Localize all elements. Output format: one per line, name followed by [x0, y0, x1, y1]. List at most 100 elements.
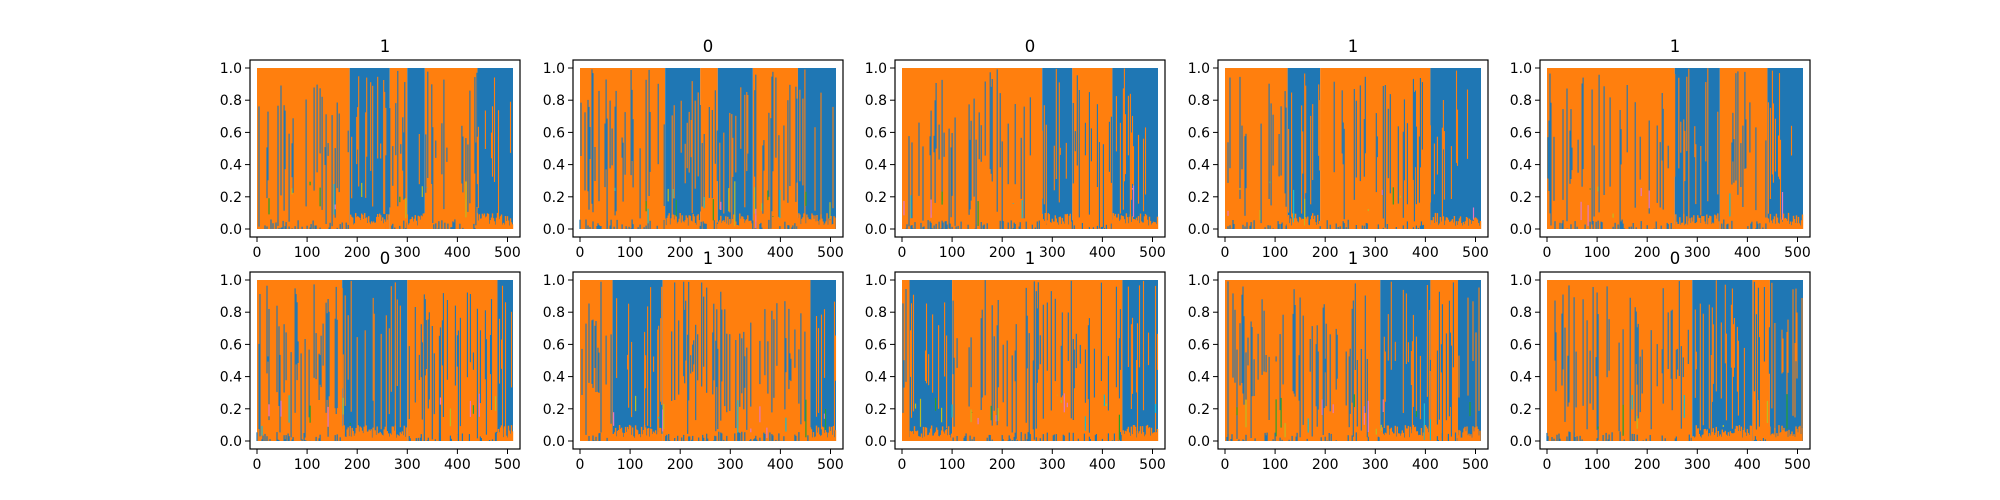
x-tick-label: 400 [1412, 245, 1439, 261]
subplot-title: 0 [1670, 249, 1681, 268]
region-orange-1 [1225, 68, 1288, 229]
x-tick-label: 0 [253, 457, 262, 473]
y-tick-label: 0.6 [1188, 125, 1210, 141]
y-tick-label: 0.8 [865, 93, 887, 109]
subplot-title: 1 [1025, 249, 1036, 268]
region-blue-4 [1112, 68, 1158, 229]
y-tick-label: 0.6 [220, 337, 242, 353]
y-tick-label: 0.0 [865, 434, 887, 450]
subplot-9: 0.00.20.40.60.81.00 100 200 300 400 5001 [1188, 249, 1489, 473]
y-tick-label: 0.2 [1510, 190, 1532, 206]
x-tick-label: 0 [576, 457, 585, 473]
x-tick-label: 0 [898, 245, 907, 261]
subplot-5: 0.00.20.40.60.81.00 100 200 300 400 5001 [1510, 37, 1811, 261]
subplot-1: 0.0 0.2 0.4 0.6 0.8 1.0 0 100 200 300 400 500 1 [220, 37, 521, 261]
x-tick-label: 500 [1784, 457, 1811, 473]
y-tick-label: 1.0 [543, 273, 565, 289]
y-tick-label: 1.0 [1188, 61, 1210, 77]
region-blue-4 [1430, 68, 1481, 229]
y-tick-label: 0.8 [1510, 93, 1532, 109]
x-tick-label: 400 [444, 245, 471, 261]
x-tick-label: 100 [294, 245, 321, 261]
plot-area [902, 280, 1158, 441]
subplot-title: 1 [1348, 37, 1359, 56]
x-tick-label: 0 [253, 245, 262, 261]
x-tick-label: 0 [898, 457, 907, 473]
subplot-title: 1 [380, 37, 391, 56]
x-tick-label: 300 [1362, 457, 1389, 473]
y-tick-label: 0.6 [1510, 125, 1532, 141]
y-tick-label: 0.6 [1510, 337, 1532, 353]
x-tick-label: 300 [1039, 245, 1066, 261]
x-tick-label: 0 [1543, 457, 1552, 473]
y-tick-label: 0.8 [543, 305, 565, 321]
region-blue-6 [477, 68, 513, 229]
plot-area [1225, 68, 1481, 229]
y-tick-label: 0.8 [220, 305, 242, 321]
subplot-title: 0 [703, 37, 714, 56]
y-tick-label: 1.0 [220, 61, 242, 77]
x-tick-label: 100 [617, 457, 644, 473]
x-tick-label: 200 [344, 457, 371, 473]
subplot-7: 0.00.20.40.60.81.00 100 200 300 400 5001 [543, 249, 844, 473]
x-tick-label: 500 [817, 457, 844, 473]
plot-area [580, 68, 836, 229]
y-tick-label: 0.6 [543, 125, 565, 141]
y-tick-label: 1.0 [865, 273, 887, 289]
subplot-title: 0 [1025, 37, 1036, 56]
region-blue-2 [1288, 68, 1321, 229]
region-blue-2 [1675, 68, 1720, 229]
y-tick-label: 0.0 [1510, 222, 1532, 238]
x-tick-label: 400 [1089, 457, 1116, 473]
y-tick-label: 0.8 [543, 93, 565, 109]
plot-area [257, 280, 513, 441]
x-tick-label: 400 [767, 457, 794, 473]
x-tick-label: 300 [394, 457, 421, 473]
x-tick-label: 500 [1462, 245, 1489, 261]
region-blue-4 [810, 280, 836, 441]
x-tick-label: 500 [1784, 245, 1811, 261]
y-tick-label: 0.6 [865, 125, 887, 141]
y-tick-label: 1.0 [865, 61, 887, 77]
x-tick-label: 0 [576, 245, 585, 261]
x-tick-label: 400 [444, 457, 471, 473]
x-tick-label: 100 [939, 457, 966, 473]
plot-area [580, 280, 836, 441]
y-tick-label: 0.0 [543, 434, 565, 450]
x-tick-label: 400 [1412, 457, 1439, 473]
region-blue-2 [910, 280, 953, 441]
y-tick-label: 0.4 [220, 370, 242, 386]
y-tick-label: 0.6 [1188, 337, 1210, 353]
y-tick-label: 0.0 [1510, 434, 1532, 450]
x-tick-label: 400 [1734, 245, 1761, 261]
subplot-title: 1 [1348, 249, 1359, 268]
x-tick-label: 0 [1221, 245, 1230, 261]
y-tick-label: 0.8 [1510, 305, 1532, 321]
x-tick-label: 0 [1221, 457, 1230, 473]
x-tick-label: 500 [1139, 457, 1166, 473]
plot-area [1225, 280, 1481, 441]
x-tick-label: 100 [939, 245, 966, 261]
region-blue-4 [1122, 280, 1158, 441]
region-orange-1 [1547, 68, 1675, 229]
y-tick-label: 0.6 [865, 337, 887, 353]
y-tick-label: 0.8 [1188, 305, 1210, 321]
y-tick-label: 0.2 [1188, 190, 1210, 206]
y-tick-label: 0.0 [220, 222, 242, 238]
y-tick-label: 0.0 [220, 434, 242, 450]
y-tick-label: 0.2 [1510, 402, 1532, 418]
subplot-title: 1 [1670, 37, 1681, 56]
x-tick-label: 300 [1684, 245, 1711, 261]
subplot-2: 0.0 0.2 0.4 0.6 0.8 1.0 0 100 200 300 400 500 0 [543, 37, 844, 261]
x-tick-label: 200 [1312, 457, 1339, 473]
region-orange-3 [1072, 68, 1112, 229]
region-blue-4 [1458, 280, 1481, 441]
subplot-3: 0.00.20.40.60.81.00 100 200 300 400 5000 [865, 37, 1166, 261]
x-tick-label: 200 [989, 457, 1016, 473]
y-tick-label: 0.0 [1188, 434, 1210, 450]
plot-area [1547, 280, 1803, 441]
x-tick-label: 300 [1362, 245, 1389, 261]
y-tick-label: 0.6 [543, 337, 565, 353]
y-tick-label: 1.0 [220, 273, 242, 289]
